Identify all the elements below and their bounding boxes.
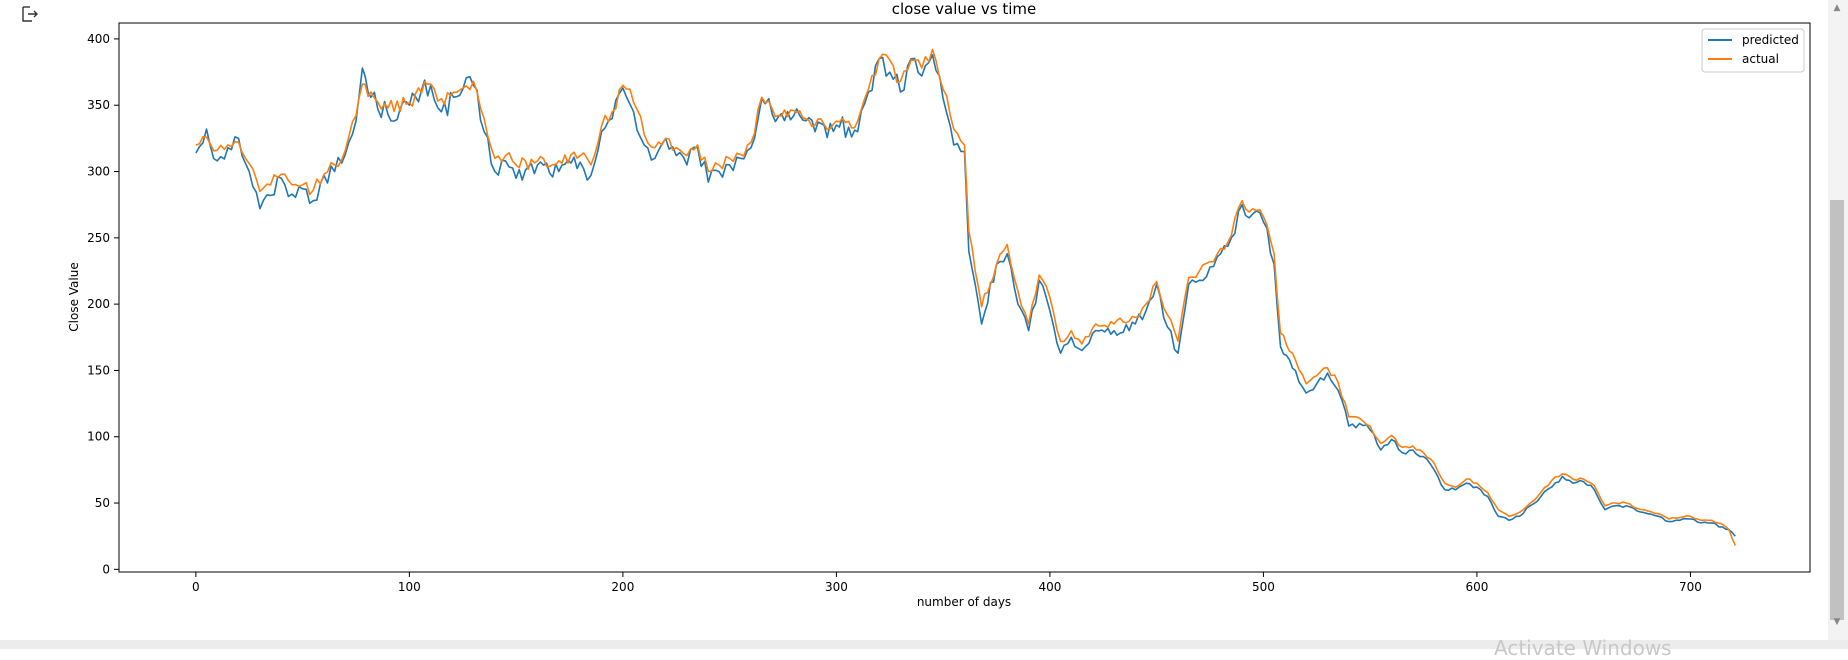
x-tick-label: 300 xyxy=(825,580,848,594)
x-tick-label: 200 xyxy=(611,580,634,594)
output-arrow-icon xyxy=(20,4,40,24)
x-tick-label: 500 xyxy=(1252,580,1275,594)
y-tick-label: 350 xyxy=(87,98,110,112)
series-lines xyxy=(195,48,1737,546)
y-tick-label: 150 xyxy=(87,363,110,377)
y-tick-label: 200 xyxy=(87,297,110,311)
y-axis-label: Close Value xyxy=(67,262,81,331)
chart-title: close value vs time xyxy=(892,0,1037,18)
series-line-predicted xyxy=(195,54,1736,537)
bottom-bar xyxy=(0,640,1848,649)
y-tick-label: 100 xyxy=(87,430,110,444)
series-line-actual xyxy=(195,48,1737,546)
x-tick-label: 400 xyxy=(1038,580,1061,594)
activation-watermark: Activate Windows xyxy=(1494,636,1672,660)
x-axis-label: number of days xyxy=(917,595,1011,609)
scroll-up-icon[interactable]: ▲ xyxy=(1833,3,1841,13)
x-tick-label: 100 xyxy=(398,580,421,594)
x-tick-label: 600 xyxy=(1465,580,1488,594)
legend-label-predicted: predicted xyxy=(1742,33,1799,47)
x-axis: 0 100 200 300 400 500 600 700 xyxy=(192,572,1702,594)
plot-frame xyxy=(118,22,1811,573)
y-tick-label: 400 xyxy=(87,32,110,46)
legend: predicted actual xyxy=(1701,28,1805,73)
y-tick-label: 50 xyxy=(95,496,110,510)
scroll-down-icon[interactable]: ▼ xyxy=(1833,617,1841,627)
y-tick-label: 300 xyxy=(87,165,110,179)
y-tick-label: 0 xyxy=(102,562,110,576)
x-tick-label: 0 xyxy=(192,580,200,594)
scrollbar-thumb[interactable] xyxy=(1830,200,1844,620)
y-tick-label: 250 xyxy=(87,231,110,245)
y-axis: 0 50 100 150 200 250 300 350 400 xyxy=(87,32,119,576)
legend-label-actual: actual xyxy=(1742,52,1779,66)
chart: close value vs time 0 100 200 300 400 500 600 7… xyxy=(67,0,1811,609)
x-tick-label: 700 xyxy=(1679,580,1702,594)
